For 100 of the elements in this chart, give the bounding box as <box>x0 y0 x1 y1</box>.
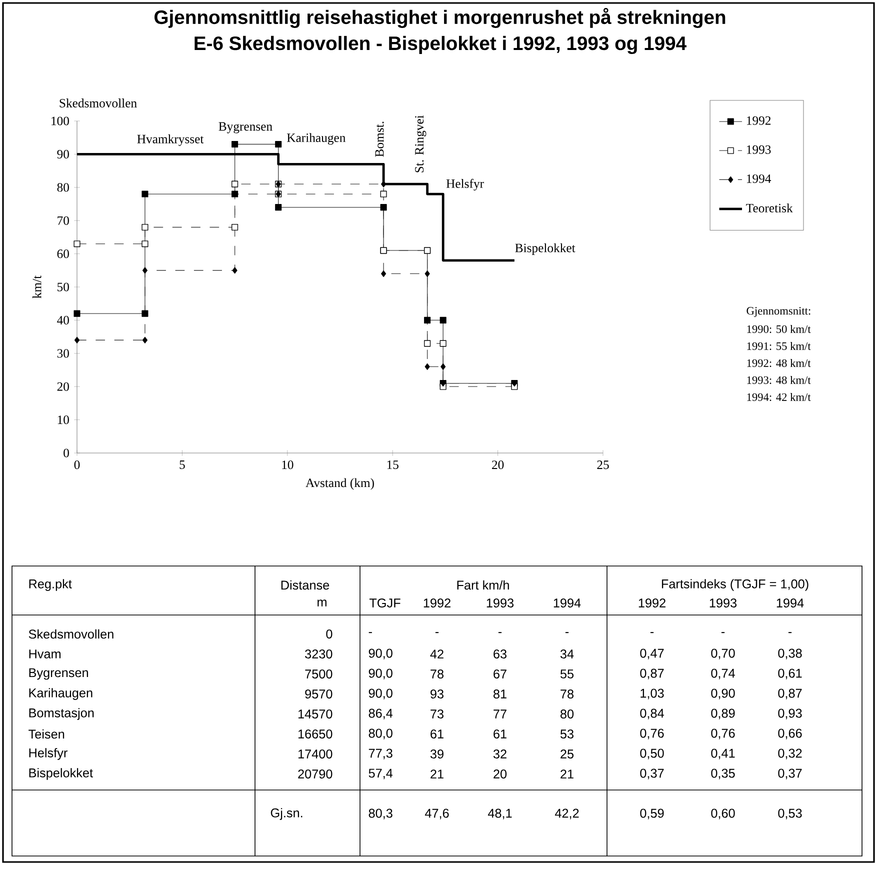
text: 1994 <box>776 598 804 608</box>
text: 0,53 <box>778 808 802 820</box>
text: 0,32 <box>778 748 802 760</box>
text: 93 <box>430 690 444 698</box>
chart-subtitle: E-6 Skedsmovollen - Bispelokket i 1992, 1993 og 1994 <box>194 36 686 54</box>
text: 1992 <box>424 598 450 608</box>
text: 57,4 <box>368 768 393 780</box>
text: 17400 <box>298 750 332 758</box>
text: 0,84 <box>640 708 664 720</box>
text: 80 <box>560 710 574 718</box>
text: 61 <box>430 730 444 738</box>
text: Gjennomsnitt: <box>746 307 810 317</box>
y-tick-label: 60 <box>57 250 69 258</box>
text: 9570 <box>305 690 332 698</box>
text: 78 <box>430 670 444 678</box>
text: Skedsmovollen <box>60 98 137 108</box>
text: 0,37 <box>778 768 802 780</box>
text: 14570 <box>298 710 332 718</box>
text: 81 <box>494 690 506 698</box>
text: 0,70 <box>711 648 735 660</box>
annotation: Bispelokket <box>515 243 576 255</box>
text: 0,74 <box>711 668 735 680</box>
text: Skedsmovollen <box>28 629 114 639</box>
text: 0,87 <box>778 688 802 700</box>
text: Gj.sn. <box>270 808 302 820</box>
text: - <box>721 632 725 634</box>
text: 90,0 <box>368 648 392 660</box>
text: 0,76 <box>640 728 664 740</box>
text: Fart km/h <box>457 580 509 590</box>
legend-label: 1993 <box>746 145 771 154</box>
legend-label: 1994 <box>746 174 772 183</box>
text: 1992 <box>638 598 666 608</box>
text: Teisen <box>28 729 64 739</box>
text: - <box>565 632 569 634</box>
text: 0,50 <box>640 748 664 760</box>
text: 34 <box>560 650 574 658</box>
text: 25 <box>560 750 574 758</box>
y-tick-label: 30 <box>57 349 69 358</box>
text: - <box>788 632 792 634</box>
text: Reg.pkt <box>29 579 72 591</box>
text: 80,0 <box>368 728 392 740</box>
text: 0,90 <box>711 688 735 700</box>
y-tick-label: 90 <box>57 150 69 158</box>
x-tick-label: 0 <box>74 460 80 470</box>
text: TGJF <box>369 598 400 608</box>
text: 42,2 <box>554 808 579 820</box>
annotation: Bomst. <box>375 122 384 157</box>
text: 20790 <box>298 770 332 778</box>
text: 0,89 <box>711 708 735 720</box>
text: 1994: 42 km/t <box>747 392 811 402</box>
text: 39 <box>430 750 444 758</box>
text: 16650 <box>298 730 332 738</box>
annotation: Bygrensen <box>218 122 272 134</box>
text: 20 <box>494 770 507 778</box>
text: 67 <box>494 670 506 678</box>
text: 1991: 55 km/t <box>747 342 811 350</box>
text: Bispelokket <box>29 768 93 780</box>
y-tick-label: 10 <box>58 416 69 424</box>
text: 90,0 <box>368 688 392 700</box>
text: 78 <box>560 690 574 698</box>
text: m <box>318 600 326 606</box>
annotation: Karihaugen <box>286 133 346 145</box>
text: 86,4 <box>368 708 393 720</box>
annotation: Helsfyr <box>446 178 484 191</box>
text: 90,0 <box>368 668 392 680</box>
y-tick-label: 70 <box>58 216 69 225</box>
text: 0,61 <box>778 668 802 680</box>
text: 3230 <box>305 650 332 658</box>
text: 53 <box>560 730 574 738</box>
y-tick-label: 50 <box>58 282 69 292</box>
text: 0,87 <box>640 668 664 680</box>
text: 0,41 <box>711 748 735 760</box>
text: 0,35 <box>711 768 735 780</box>
text: 55 <box>560 670 574 678</box>
text: Hvam <box>29 650 61 658</box>
text: 42 <box>430 650 444 658</box>
text: - <box>368 632 372 634</box>
text: 0,47 <box>640 648 664 660</box>
y-tick-label: 0 <box>64 448 69 458</box>
x-axis-title: Avstand (km) <box>306 478 374 490</box>
text: 77 <box>494 710 506 718</box>
text: Helsfyr <box>29 748 68 760</box>
text: 0,38 <box>778 648 802 660</box>
text: 73 <box>430 710 444 718</box>
text: - <box>435 632 439 634</box>
text: 0 <box>326 630 332 638</box>
text: 63 <box>494 650 506 658</box>
text: 47,6 <box>424 808 449 820</box>
x-tick-label: 25 <box>597 460 609 470</box>
text: 77,3 <box>368 748 392 760</box>
text: 32 <box>493 750 506 758</box>
chart-title: Gjennomsnittlig reisehastighet i morgenrushet på strekningen <box>154 8 726 28</box>
text: 61 <box>494 730 506 738</box>
y-tick-label: 20 <box>57 382 69 391</box>
text: 0,66 <box>778 728 802 740</box>
x-tick-label: 15 <box>387 460 398 470</box>
text: 1993 <box>710 598 737 608</box>
text: 0,59 <box>640 808 664 820</box>
text: 1992: 48 km/t <box>747 358 811 368</box>
text: Bygrensen <box>29 668 88 680</box>
